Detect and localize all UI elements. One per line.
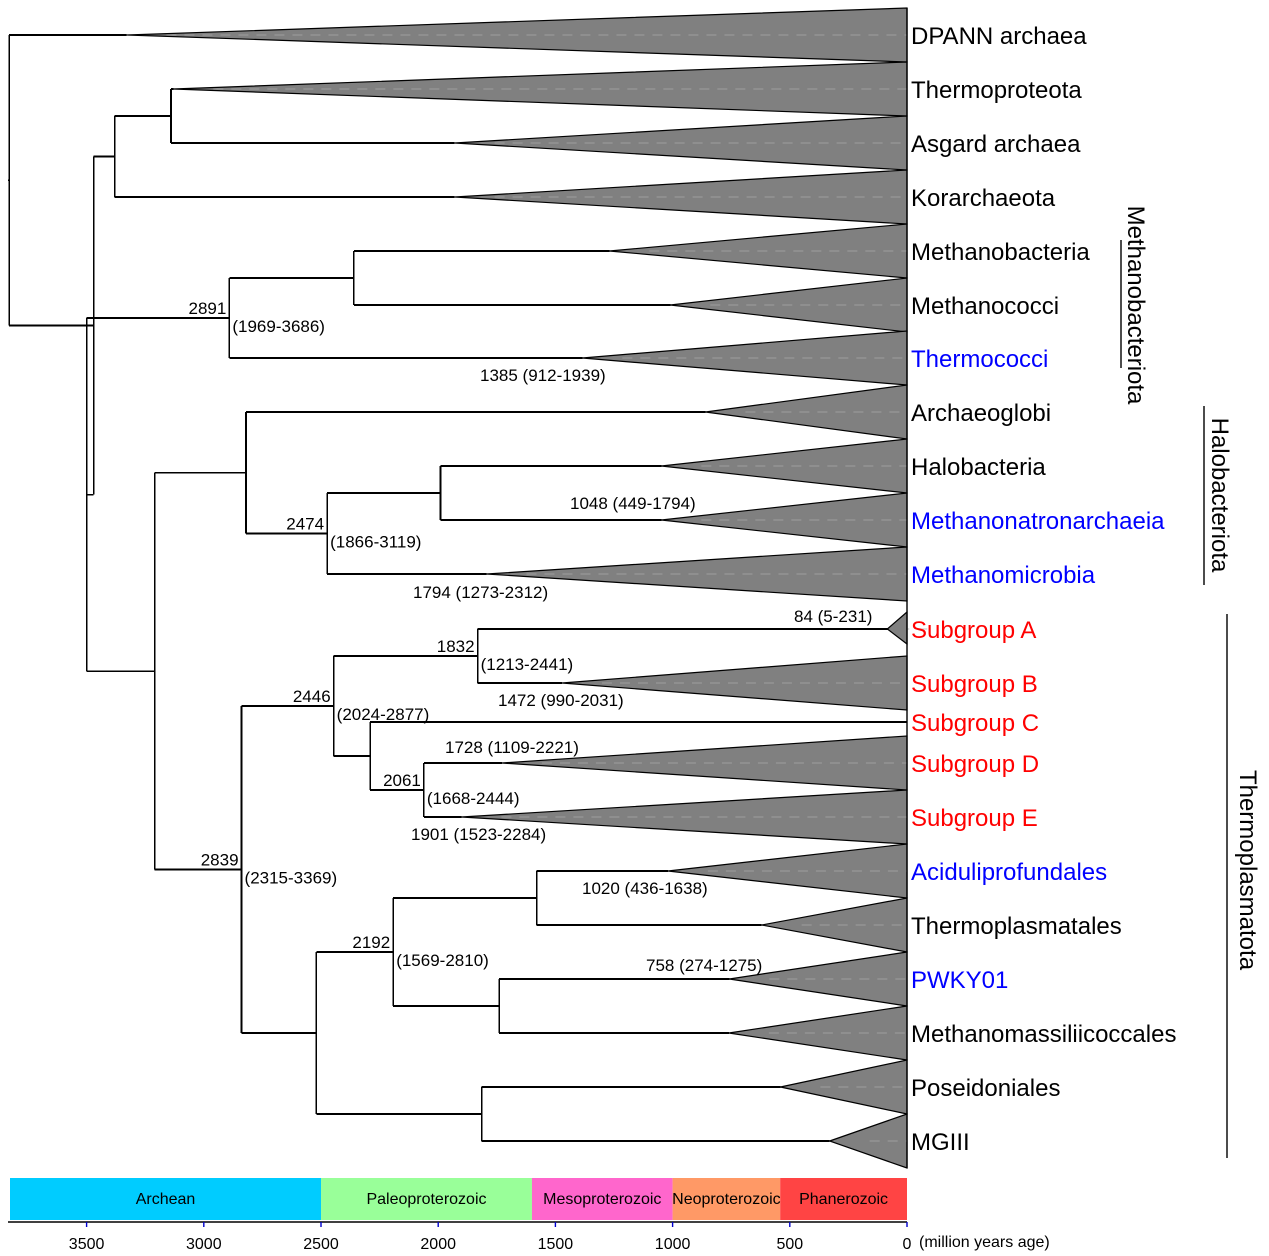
branch-annotation-subgroup_a: 84 (5-231) xyxy=(794,607,872,626)
leaf-label-asgard: Asgard archaea xyxy=(911,131,1081,158)
node-age-n_1832: 1832 xyxy=(437,637,475,656)
branch-annotation-subgroup_b: 1472 (990-2031) xyxy=(498,691,624,710)
tick-label-2000: 2000 xyxy=(420,1236,456,1253)
collapsed-clades xyxy=(126,7,928,1169)
axis-unit-label: (million years age) xyxy=(919,1234,1050,1251)
leaf-label-subgroup_d: Subgroup D xyxy=(911,751,1039,778)
era-band-neoproterozoic xyxy=(672,1178,781,1220)
leaf-label-thermococci: Thermococci xyxy=(911,346,1048,373)
leaf-label-poseidoniales: Poseidoniales xyxy=(911,1075,1060,1102)
node-age-n_methanobact: 2891 xyxy=(189,299,227,318)
leaf-label-subgroup_c: Subgroup C xyxy=(911,710,1039,737)
era-label-archean: Archean xyxy=(136,1191,196,1208)
tick-label-3000: 3000 xyxy=(186,1236,222,1253)
leaf-label-thermoproteota: Thermoproteota xyxy=(911,77,1082,104)
leaf-label-subgroup_a: Subgroup A xyxy=(911,617,1036,644)
clade-triangle-subgroup_a xyxy=(886,610,908,646)
node-ci-n_2474: (1866-3119) xyxy=(330,533,421,552)
node-ci-n_thermoplasm: (2315-3369) xyxy=(245,869,338,888)
leaf-label-thermoplasmatales: Thermoplasmatales xyxy=(911,913,1122,940)
leaf-label-mgiii: MGIII xyxy=(911,1129,970,1156)
leaf-label-aciduliprofundales: Aciduliprofundales xyxy=(911,859,1107,886)
node-age-n_2061: 2061 xyxy=(383,771,421,790)
era-band-archean xyxy=(10,1178,321,1220)
node-age-labels: 2891 (1969-3686) 2474 (1866-3119) 2839 (2315-… xyxy=(189,299,873,975)
era-band-phanerozoic xyxy=(780,1178,907,1220)
tick-label-0: 0 xyxy=(903,1236,912,1253)
branch-annotation-methanonatronarchaeia: 1048 (449-1794) xyxy=(570,494,696,513)
leaf-label-pwky01: PWKY01 xyxy=(911,967,1008,994)
branch-annotation-aciduliprofundales: 1020 (436-1638) xyxy=(582,879,708,898)
tick-label-1500: 1500 xyxy=(538,1236,574,1253)
clade-label-methanobacteriota: Methanobacteriota xyxy=(1122,206,1149,405)
node-ci-n_2061: (1668-2444) xyxy=(427,789,520,808)
node-age-n_thermoplasm: 2839 xyxy=(201,851,239,870)
node-age-n_2192: 2192 xyxy=(352,933,390,952)
tick-label-1000: 1000 xyxy=(655,1236,691,1253)
leaf-label-methanococci: Methanococci xyxy=(911,293,1059,320)
clade-triangle-thermoplasmatales xyxy=(761,897,908,953)
leaf-label-methanonatronarchaeia: Methanonatronarchaeia xyxy=(911,508,1165,535)
leaf-label-korarchaeota: Korarchaeota xyxy=(911,185,1056,212)
node-age-n_2474: 2474 xyxy=(286,515,324,534)
clade-label-halobacteriota: Halobacteriota xyxy=(1206,418,1233,573)
era-label-neoproterozoic: Neoproterozoic xyxy=(672,1191,781,1208)
branch-annotation-thermococci: 1385 (912-1939) xyxy=(480,366,606,385)
leaf-label-archaeoglobi: Archaeoglobi xyxy=(911,400,1051,427)
leaf-labels: DPANN archaea Thermoproteota Asgard archae… xyxy=(911,23,1176,1156)
leaf-label-methanomassiliicoccales: Methanomassiliicoccales xyxy=(911,1021,1176,1048)
node-ci-n_1832: (1213-2441) xyxy=(481,655,574,674)
node-age-n_2446: 2446 xyxy=(293,687,331,706)
time-axis: (million years age) 3500 3000 2500 2000 1500… xyxy=(8,1221,1050,1253)
tick-label-500: 500 xyxy=(776,1236,803,1253)
node-ci-n_methanobact: (1969-3686) xyxy=(232,317,325,336)
clade-label-thermoplasmatota: Thermoplasmatota xyxy=(1234,770,1261,971)
leaf-label-subgroup_b: Subgroup B xyxy=(911,671,1038,698)
tree-branches xyxy=(8,34,907,1142)
tick-label-2500: 2500 xyxy=(303,1236,339,1253)
leaf-label-methanomicrobia: Methanomicrobia xyxy=(911,562,1096,589)
era-label-mesoproterozoic: Mesoproterozoic xyxy=(543,1191,661,1208)
leaf-label-subgroup_e: Subgroup E xyxy=(911,805,1038,832)
branch-annotation-methanomicrobia: 1794 (1273-2312) xyxy=(413,583,548,602)
clade-brackets: Methanobacteriota Halobacteriota Thermopla… xyxy=(1120,206,1261,1158)
era-label-paleoproterozoic: Paleoproterozoic xyxy=(366,1191,486,1208)
leaf-label-halobacteria: Halobacteria xyxy=(911,454,1046,481)
era-label-phanerozoic: Phanerozoic xyxy=(799,1191,888,1208)
node-ci-n_2446: (2024-2877) xyxy=(337,705,430,724)
leaf-label-dpann: DPANN archaea xyxy=(911,23,1087,50)
branch-annotation-subgroup_e: 1901 (1523-2284) xyxy=(411,825,546,844)
leaf-label-methanobacteria: Methanobacteria xyxy=(911,239,1090,266)
node-ci-n_2192: (1569-2810) xyxy=(396,951,489,970)
geologic-timescale: Archean Paleoproterozoic Mesoproterozoic Ne… xyxy=(10,1178,907,1220)
era-band-paleoproterozoic xyxy=(321,1178,532,1220)
era-band-mesoproterozoic xyxy=(531,1178,673,1220)
branch-annotation-subgroup_d: 1728 (1109-2221) xyxy=(445,738,579,757)
branch-annotation-pwky01: 758 (274-1275) xyxy=(646,956,762,975)
tick-label-3500: 3500 xyxy=(69,1236,105,1253)
